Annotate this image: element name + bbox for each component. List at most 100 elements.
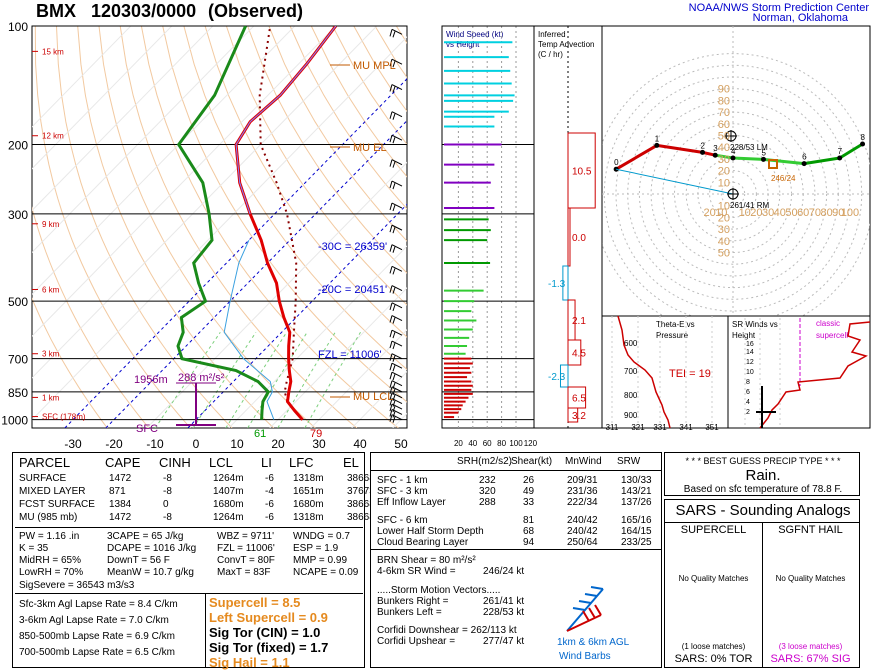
temp-tick-label: 30 [312,437,326,450]
barb-flag [389,224,393,233]
precip-type: Rain. [745,467,781,484]
kinematics-cell: 231/36 [567,486,598,497]
parcel-index: MeanW = 10.7 g/kg [107,567,194,578]
wind-barb [389,353,403,362]
divider [15,593,363,594]
composite-index: Left Supercell = 0.9 [209,610,328,625]
barb-staff [391,362,403,369]
sars-title: SARS - Sounding Analogs [675,502,851,519]
barb-flag [389,340,393,349]
sounding-chart: BMX 120303/0000 (Observed) NOAA/NWS Stor… [1,1,871,450]
parcel-cell: 1318m [293,512,324,523]
composite-index: Sig Tor (fixed) = 1.7 [209,640,329,655]
wind-barb [389,362,403,372]
parcel-cell: 1407m [213,486,244,497]
hodo-ring-label: 30 [718,154,730,166]
wind-barb [389,159,403,168]
theta-x-tick: 331 [653,423,667,432]
barb-staff [391,392,403,399]
kinematics-cell: Cloud Bearing Layer [377,537,469,548]
wind-speed-panel: Wind Speed (kt) vs Height 20 40 60 80 100 120 [441,25,538,448]
wind-barb [389,28,403,38]
parcel-cell: 37673' [347,486,377,497]
hodo-point [700,149,706,155]
pressure-label: 200 [8,139,28,153]
theta-title-1: Theta-E vs [656,320,695,329]
barb-flag [389,398,393,406]
sounding-mode: (Observed) [208,1,303,21]
barb-staff [391,386,403,393]
temp-advection-value: 6.5 [572,394,586,405]
barb-flag [392,374,396,381]
barb-legend-1: 1km & 6km AGL [557,637,630,648]
barb-flag [392,161,396,168]
hodo-point [712,152,718,158]
eff-srh-label: 288 m²/s² [178,372,225,384]
composite-index: Supercell = 8.5 [209,595,301,610]
barb-flag [389,266,393,274]
temp-tick-label: 0 [193,437,200,450]
theta-e-panel: Theta-E vs Pressure TEI = 19 600 700 800 90… [601,315,729,432]
hodo-ring-label: 20 [718,166,730,178]
hodo-ring [602,53,870,316]
hodo-ring-label: 50 [718,248,730,260]
mixing-ratio-line [225,332,288,428]
parcel-index: WNDG = 0.7 [293,531,350,542]
temp-tick-label: -10 [146,437,164,450]
barb-staff [566,614,602,632]
dry-adiabat [34,26,191,428]
parcel-header: LI [261,455,272,470]
temp-advection-panel: Inferred Temp Advection (C / hr) 10.5 0.0… [533,25,603,429]
barb-flag [594,604,602,616]
parcel-index: MaxT = 83F [217,567,271,578]
parcel-cell: -4 [265,486,274,497]
isotherm [146,161,407,428]
tei-value: TEI = 19 [669,368,711,380]
wind-barb-legend-icon [566,586,604,632]
hodo-ring-label: 40 [718,142,730,154]
theta-y-tick: 600 [624,339,638,348]
barb-flag [392,304,396,312]
barb-flag [389,392,393,400]
composite-index: Sig Tor (CIN) = 1.0 [209,625,321,640]
barb-flag [392,411,396,418]
parcel-cell: -6 [265,499,274,510]
parcel-index: DCAPE = 1016 J/kg [107,543,197,554]
lm-label: 228/53 LM [730,143,768,152]
sr-y-tick: 6 [746,389,750,396]
sr-y-tick: 8 [746,379,750,386]
pressure-label: 1000 [1,414,28,428]
wind-tick-label: 20 [454,439,463,448]
barb-flag [389,285,393,293]
hodo-ring-label: 10 [718,177,730,189]
dry-adiabat [119,26,358,428]
hodo-ring-label: 60 [718,119,730,131]
divider [15,527,363,528]
wind-tick-label: 120 [524,439,538,448]
bunkers-left-label: Bunkers Left = [377,607,442,618]
barb-flag [389,180,393,189]
sr-y-tick: 14 [746,349,754,356]
hodo-point [654,142,660,148]
barb-flag [389,59,393,67]
precip-title: * * * BEST GUESS PRECIP TYPE * * * [685,456,841,466]
isotherm [32,26,132,128]
kinematics-cell: 209/31 [567,475,598,486]
kinematics-cell: 81 [523,515,535,526]
station-id: BMX [36,1,76,21]
temp-tick-label: 20 [271,437,285,450]
temp-tick-label: -30 [64,437,82,450]
rm-vector [616,168,734,195]
brn-shear: BRN Shear = 80 m²/s² [377,555,476,566]
wetbulb-trace [223,239,275,420]
temp-advection-box [559,364,569,388]
theta-e-trace [617,315,671,429]
barb-staff [391,58,403,65]
temp-tick-label: 50 [394,437,408,450]
barb-flag [392,182,396,190]
barb-flag [389,202,393,211]
rm-label: 261/41 RM [730,201,769,210]
hodo-point [860,141,866,147]
temp-advection-value: -2.3 [548,372,566,383]
